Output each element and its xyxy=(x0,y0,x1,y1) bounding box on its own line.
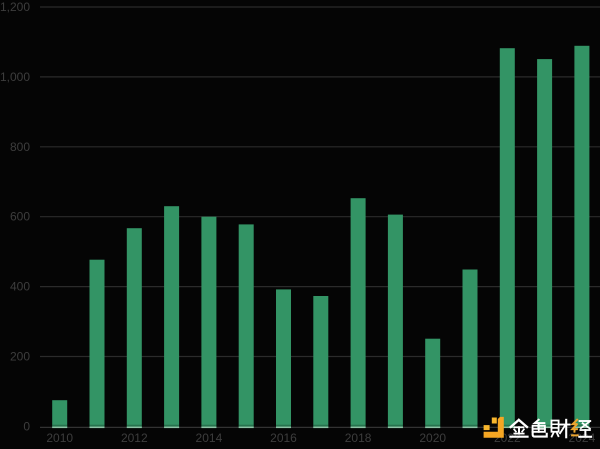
svg-text:600: 600 xyxy=(10,210,30,224)
svg-text:2018: 2018 xyxy=(345,431,372,445)
svg-text:2010: 2010 xyxy=(46,431,73,445)
svg-text:400: 400 xyxy=(10,280,30,294)
svg-text:800: 800 xyxy=(10,140,30,154)
svg-text:2012: 2012 xyxy=(121,431,148,445)
svg-text:2024: 2024 xyxy=(569,431,596,445)
svg-text:0: 0 xyxy=(23,419,30,433)
svg-text:1,000: 1,000 xyxy=(0,70,30,84)
svg-text:2016: 2016 xyxy=(270,431,297,445)
svg-text:2014: 2014 xyxy=(196,431,223,445)
svg-text:1,200: 1,200 xyxy=(0,0,30,14)
svg-text:200: 200 xyxy=(10,350,30,364)
svg-text:2020: 2020 xyxy=(419,431,446,445)
